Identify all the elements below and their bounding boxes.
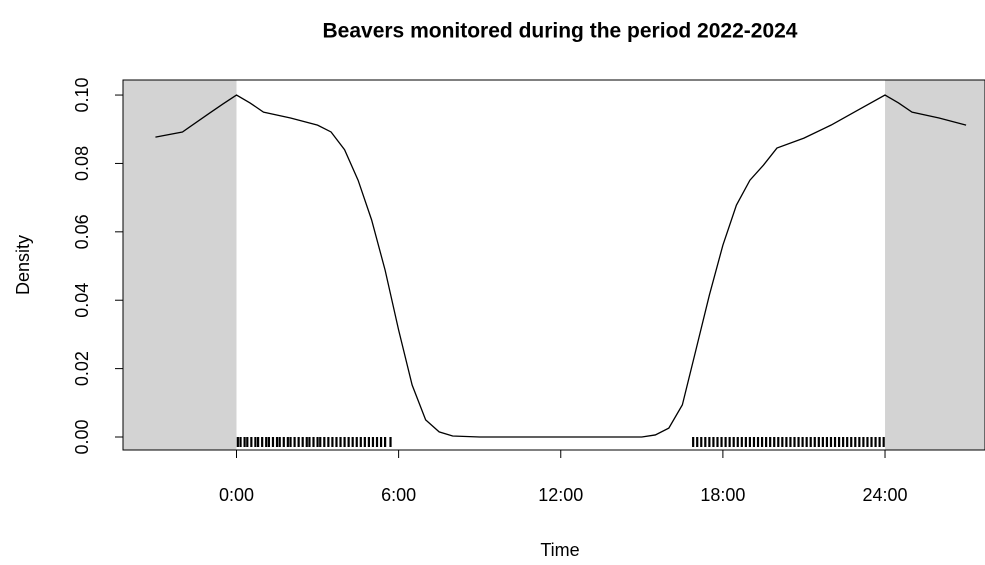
y-tick-label: 0.02 — [72, 351, 92, 386]
x-tick-label: 18:00 — [700, 485, 745, 505]
x-tick-label: 6:00 — [381, 485, 416, 505]
y-tick-label: 0.08 — [72, 146, 92, 181]
extend-region — [885, 80, 985, 450]
x-tick-label: 24:00 — [862, 485, 907, 505]
extend-region — [123, 80, 237, 450]
y-tick-label: 0.04 — [72, 283, 92, 318]
density-line — [155, 94, 967, 438]
chart-title: Beavers monitored during the period 2022… — [323, 20, 798, 43]
y-axis-label: Density — [13, 235, 33, 295]
x-axis-label: Time — [540, 540, 579, 560]
y-tick-label: 0.10 — [72, 78, 92, 113]
y-tick-label: 0.00 — [72, 419, 92, 454]
y-tick-label: 0.06 — [72, 214, 92, 249]
x-tick-label: 12:00 — [538, 485, 583, 505]
x-tick-label: 0:00 — [219, 485, 254, 505]
plot-box — [122, 79, 985, 451]
